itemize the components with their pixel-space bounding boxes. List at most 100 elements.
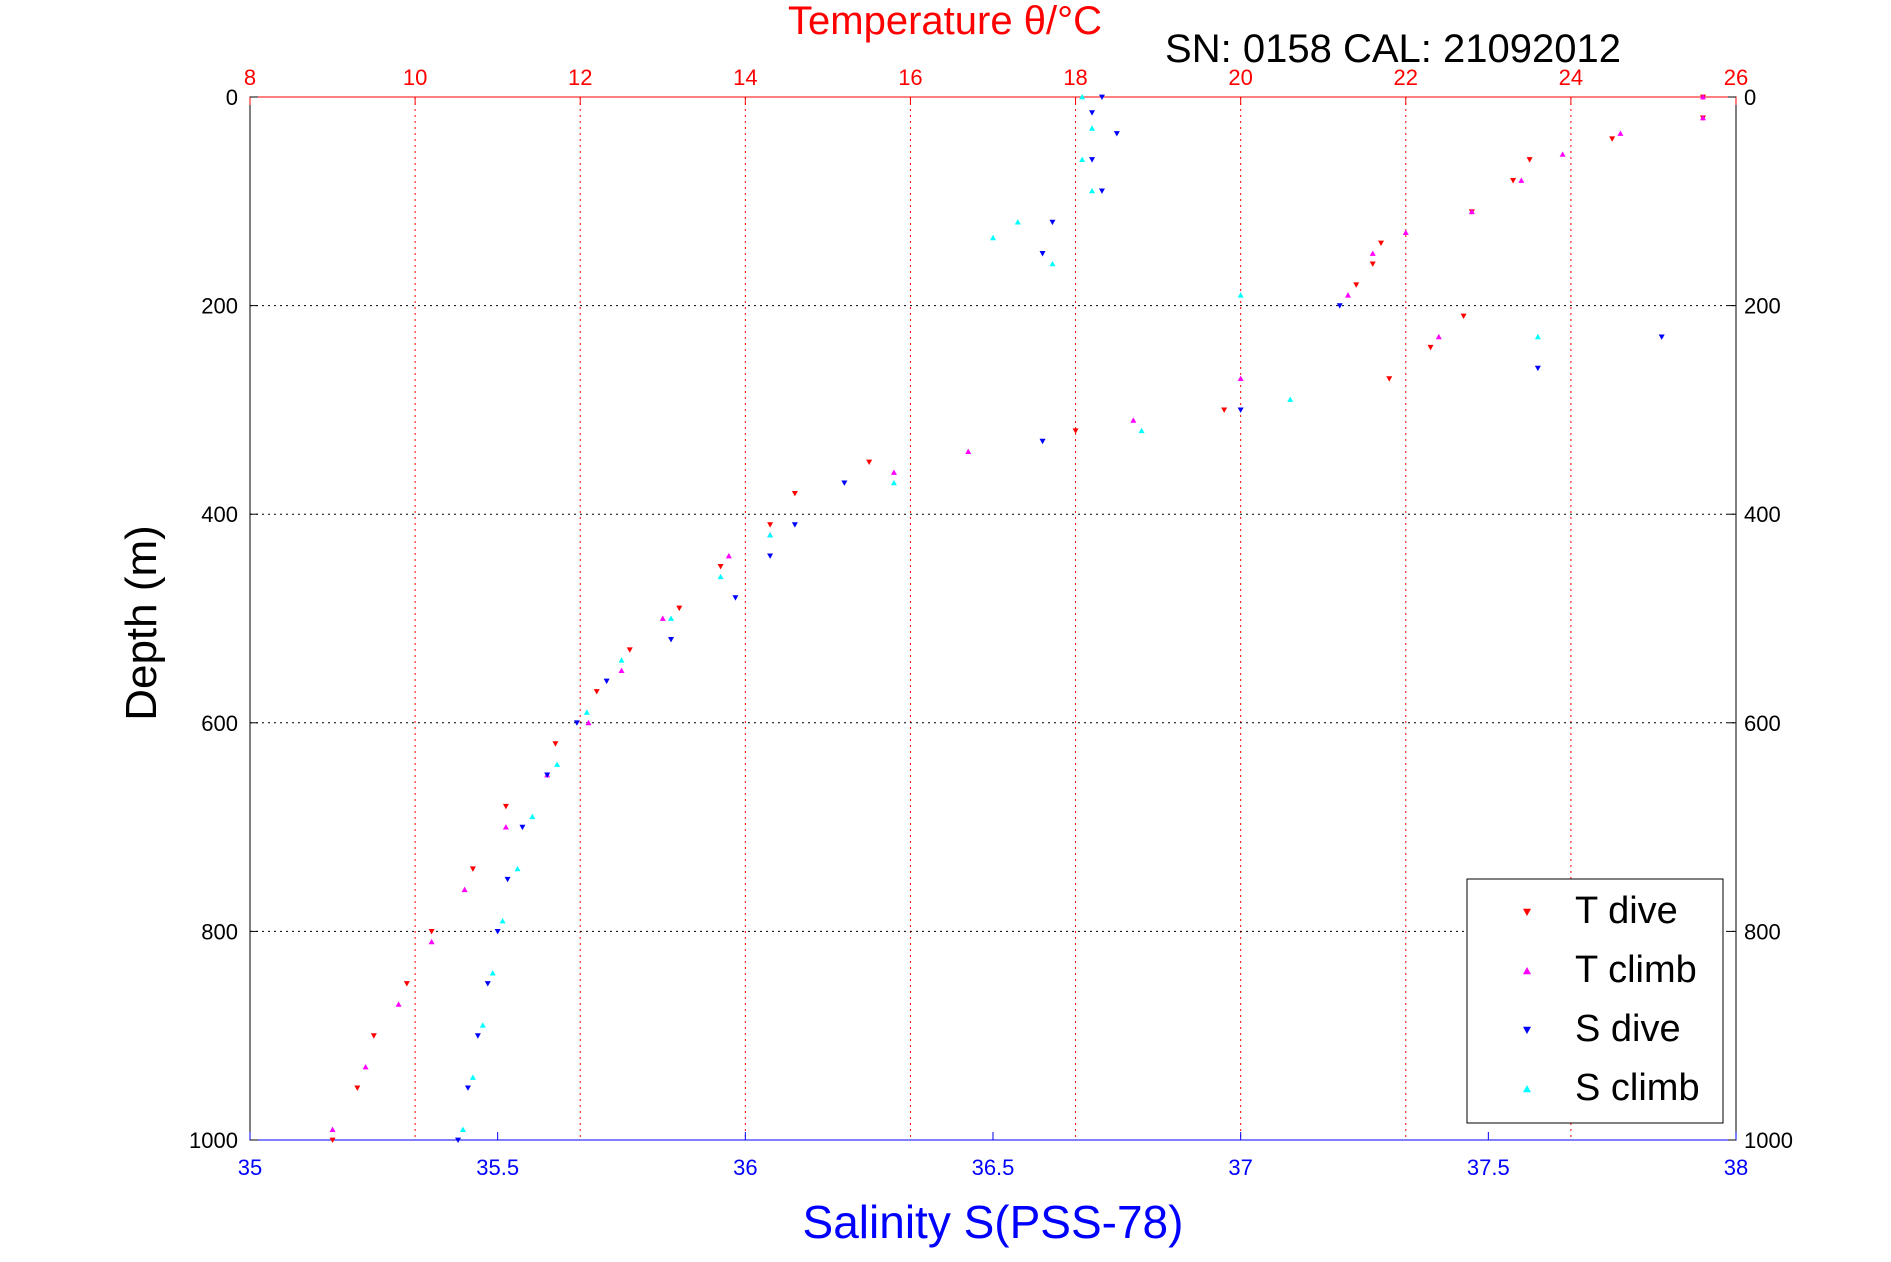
point-s-climb — [717, 573, 724, 580]
point-s-climb — [990, 234, 996, 241]
legend-label-s-climb: S climb — [1575, 1067, 1700, 1109]
top-tick-label: 18 — [1063, 65, 1087, 90]
point-s-dive — [841, 480, 848, 486]
left-tick-label: 1000 — [189, 1128, 238, 1153]
top-tick-label: 10 — [403, 65, 427, 90]
serial-calibration-label: SN: 0158 CAL: 21092012 — [1165, 27, 1621, 71]
point-s-dive — [1098, 188, 1105, 194]
top-tick-label: 16 — [898, 65, 922, 90]
y-axis-label: Depth (m) — [117, 525, 166, 721]
bottom-tick-label: 37 — [1228, 1155, 1252, 1180]
point-s-dive — [544, 772, 551, 778]
top-tick-label: 14 — [733, 65, 757, 90]
right-tick-label: 600 — [1744, 711, 1781, 736]
point-t-climb — [1617, 130, 1624, 136]
point-s-dive — [1049, 219, 1056, 226]
point-t-dive — [502, 803, 509, 810]
top-tick-label: 22 — [1394, 65, 1418, 90]
legend-label-t-climb: T climb — [1575, 949, 1697, 991]
point-t-dive — [1526, 157, 1533, 163]
point-s-climb — [1079, 156, 1086, 162]
point-t-climb — [428, 938, 435, 945]
top-axis-ticks: 8 10 12 14 16 18 20 22 24 26 — [244, 65, 1748, 105]
point-t-climb — [1518, 177, 1525, 183]
top-tick-label: 8 — [244, 65, 256, 90]
point-s-dive — [504, 876, 511, 883]
bottom-tick-label: 37.5 — [1467, 1155, 1510, 1180]
bottom-tick-label: 36 — [733, 1155, 757, 1180]
point-t-dive — [428, 929, 435, 935]
legend-marker-s-climb — [1523, 1085, 1531, 1093]
point-s-dive — [455, 1137, 462, 1143]
point-t-climb — [362, 1063, 369, 1070]
point-t-climb — [1435, 333, 1442, 340]
point-t-climb — [659, 615, 666, 621]
point-t-dive — [329, 1137, 336, 1143]
point-t-dive — [593, 689, 600, 695]
point-s-climb — [1089, 187, 1096, 194]
point-t-climb — [585, 719, 592, 726]
point-t-climb — [395, 1001, 402, 1007]
series-s-climb — [459, 94, 1541, 1132]
depth-axis-ticks: 0 0 200 200 400 400 600 600 800 800 1000 1000 — [189, 85, 1793, 1153]
point-s-climb — [1237, 292, 1244, 298]
bottom-tick-label: 35 — [238, 1155, 262, 1180]
point-t-climb — [461, 886, 468, 893]
point-t-dive — [1609, 136, 1616, 142]
point-s-dive — [1089, 110, 1096, 116]
point-t-climb — [1344, 292, 1351, 298]
point-t-climb — [890, 469, 897, 475]
point-s-climb — [1049, 260, 1056, 267]
point-s-climb — [529, 813, 536, 820]
top-tick-label: 12 — [568, 65, 592, 90]
legend-marker-s-dive — [1523, 1026, 1531, 1034]
point-s-climb — [1079, 94, 1086, 100]
point-s-climb — [583, 709, 590, 715]
left-tick-label: 800 — [201, 919, 238, 944]
point-t-dive — [767, 522, 774, 528]
point-t-dive — [717, 563, 724, 570]
legend-box — [1466, 878, 1724, 1124]
data-points — [329, 94, 1706, 1143]
left-tick-label: 200 — [201, 294, 238, 319]
point-t-dive — [552, 741, 559, 747]
point-s-dive — [732, 595, 739, 601]
point-s-dive — [494, 929, 501, 935]
point-s-dive — [484, 981, 491, 987]
point-s-climb — [514, 865, 521, 872]
point-s-dive — [767, 553, 774, 559]
point-t-dive — [1072, 428, 1079, 434]
point-s-dive — [464, 1085, 471, 1091]
point-s-climb — [1138, 427, 1145, 434]
point-s-climb — [1014, 219, 1021, 225]
right-tick-label: 0 — [1744, 85, 1756, 110]
point-t-dive — [1427, 344, 1434, 351]
point-t-dive — [866, 459, 873, 466]
point-t-climb — [1699, 94, 1706, 100]
point-t-dive — [354, 1085, 361, 1091]
point-t-dive — [1353, 282, 1360, 288]
point-t-climb — [502, 824, 509, 830]
point-t-dive — [1386, 376, 1393, 382]
point-s-climb — [668, 615, 675, 621]
point-s-dive — [1658, 334, 1665, 340]
point-t-climb — [329, 1126, 336, 1132]
point-t-dive — [791, 490, 798, 497]
x-axis-label: Salinity S(PSS-78) — [803, 1196, 1184, 1248]
point-s-dive — [1089, 157, 1096, 163]
point-s-dive — [603, 678, 610, 685]
top-tick-label: 26 — [1724, 65, 1748, 90]
point-s-climb — [1534, 333, 1541, 340]
point-s-climb — [618, 657, 625, 663]
point-t-dive — [1378, 240, 1385, 247]
top-tick-label: 24 — [1559, 65, 1583, 90]
point-s-climb — [469, 1074, 476, 1080]
point-t-dive — [1221, 407, 1228, 413]
legend-marker-t-climb — [1523, 967, 1531, 975]
point-t-climb — [1468, 208, 1475, 215]
point-s-climb — [1089, 125, 1096, 131]
point-s-climb — [459, 1126, 466, 1132]
point-s-climb — [554, 761, 561, 767]
point-t-climb — [1130, 417, 1137, 423]
